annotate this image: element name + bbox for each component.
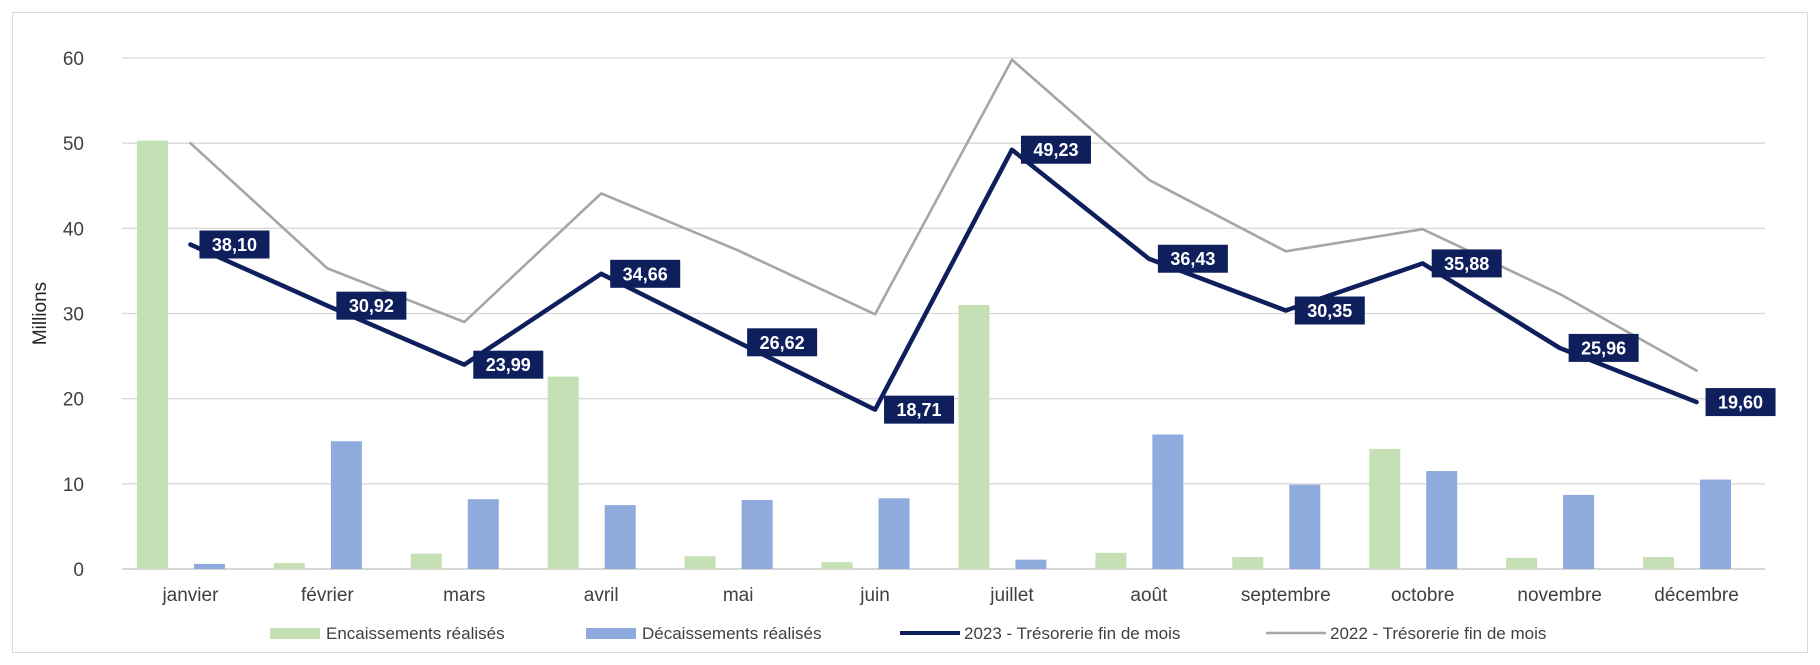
data-label-box <box>1294 296 1365 325</box>
data-label-box <box>1568 333 1639 362</box>
y-axis-label: Millions <box>30 282 51 345</box>
bar <box>273 563 305 569</box>
bar <box>1563 494 1595 569</box>
data-label: 23,99 <box>486 355 531 375</box>
legend: Encaissements réalisés Décaissements réal… <box>270 624 1546 643</box>
y-axis-ticks: 0 10 20 30 40 50 60 <box>63 49 84 581</box>
x-tick-label: juillet <box>989 585 1034 606</box>
bar <box>741 500 773 569</box>
bar <box>1369 448 1401 569</box>
legend-swatch <box>270 628 320 639</box>
bar <box>193 563 225 569</box>
series-line <box>189 58 1698 372</box>
bar <box>547 376 579 569</box>
data-label: 30,35 <box>1307 301 1352 321</box>
bar <box>1643 557 1675 569</box>
x-tick-label: janvier <box>161 585 219 606</box>
data-label-box <box>199 230 270 259</box>
data-label: 30,92 <box>349 296 394 316</box>
data-label-box <box>884 395 955 424</box>
data-label-box <box>336 291 407 320</box>
bar-series <box>136 140 1732 569</box>
data-label-box <box>1020 135 1091 164</box>
y-tick-label: 0 <box>73 560 84 581</box>
data-labels: 38,10 30,92 23,99 34,66 26,62 18,71 49,23 36,43… <box>199 135 1776 424</box>
data-label: 19,60 <box>1718 393 1763 413</box>
bar <box>958 304 990 569</box>
data-label: 36,43 <box>1170 249 1215 269</box>
bar <box>1506 557 1538 569</box>
x-tick-label: novembre <box>1517 585 1602 606</box>
data-label-box <box>1431 249 1502 278</box>
bar <box>1232 557 1264 569</box>
data-label: 18,71 <box>897 400 942 420</box>
bar <box>1700 479 1732 569</box>
y-tick-label: 40 <box>63 219 84 240</box>
chart-frame <box>12 12 1808 653</box>
data-label: 49,23 <box>1033 140 1078 160</box>
bar <box>410 553 442 569</box>
data-label-box <box>747 328 818 357</box>
x-tick-label: septembre <box>1241 585 1331 606</box>
bar <box>467 499 499 569</box>
legend-label: Décaissements réalisés <box>642 624 822 643</box>
y-tick-label: 10 <box>63 475 84 496</box>
bar <box>821 562 853 569</box>
line-series <box>188 58 1699 412</box>
x-tick-label: août <box>1130 585 1168 606</box>
bar <box>1289 484 1321 569</box>
x-tick-label: juin <box>859 585 890 606</box>
data-label-box <box>1157 244 1228 273</box>
x-tick-label: avril <box>584 585 619 606</box>
bar <box>1095 552 1127 569</box>
bar <box>1015 559 1047 569</box>
bar <box>330 441 362 569</box>
legend-label: 2023 - Trésorerie fin de mois <box>964 624 1180 643</box>
bar <box>878 498 910 569</box>
data-label-box <box>610 259 681 288</box>
legend-swatch <box>586 628 636 639</box>
bar <box>136 140 168 569</box>
bar <box>604 505 636 569</box>
y-tick-label: 60 <box>63 49 84 70</box>
y-tick-label: 20 <box>63 390 84 411</box>
data-label: 38,10 <box>212 235 257 255</box>
x-tick-label: octobre <box>1391 585 1454 606</box>
data-label-box <box>1705 388 1776 417</box>
data-label: 25,96 <box>1581 338 1626 358</box>
data-label: 26,62 <box>760 333 805 353</box>
legend-label: Encaissements réalisés <box>326 624 505 643</box>
series-line <box>188 147 1699 412</box>
data-label-box <box>473 350 544 379</box>
data-label: 35,88 <box>1444 254 1489 274</box>
x-axis-ticks: janvier février mars avril mai juin juillet aoû… <box>161 585 1738 606</box>
x-tick-label: mars <box>443 585 485 606</box>
data-label: 34,66 <box>623 264 668 284</box>
x-tick-label: mai <box>723 585 754 606</box>
legend-label: 2022 - Trésorerie fin de mois <box>1330 624 1546 643</box>
x-tick-label: décembre <box>1654 585 1739 606</box>
bar <box>684 556 716 569</box>
bar <box>1152 434 1184 569</box>
x-tick-label: février <box>301 585 354 606</box>
bar <box>1426 471 1458 569</box>
y-tick-label: 30 <box>63 305 84 326</box>
y-tick-label: 50 <box>63 134 84 155</box>
